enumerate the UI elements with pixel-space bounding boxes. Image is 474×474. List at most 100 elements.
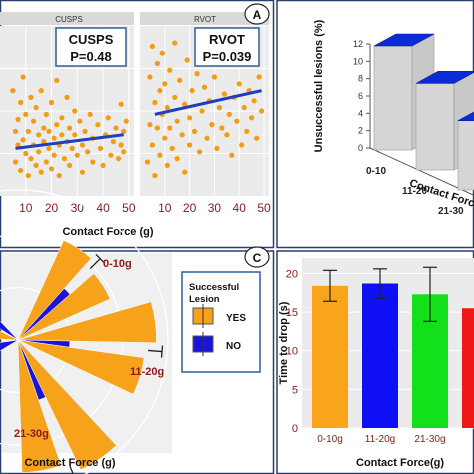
- scatter-point: [152, 99, 158, 106]
- scatter-point: [10, 88, 16, 94]
- scatter-point: [169, 145, 175, 151]
- scatter-point: [236, 81, 242, 87]
- y-tick-label: 0: [292, 423, 298, 435]
- panel-badge-c: [244, 246, 270, 268]
- rose-category-label: 0-10g: [103, 258, 132, 270]
- scatter-point: [36, 132, 42, 138]
- scatter-point: [64, 94, 70, 100]
- rose-wedge-yes: [17, 339, 117, 471]
- scatter-point: [121, 128, 127, 134]
- scatter-point: [174, 156, 180, 162]
- y-tick-label: 20: [286, 268, 298, 280]
- y-tick-label: 5: [292, 384, 298, 396]
- stat-p-rvot: P=0.039: [203, 49, 252, 64]
- rose-error-bar: [89, 258, 101, 269]
- scatter-point: [214, 145, 220, 151]
- scatter-point: [172, 40, 178, 46]
- y-tick-label: 15: [286, 307, 298, 319]
- rose-wedge-yes: [17, 273, 111, 341]
- scatter-point: [164, 105, 170, 111]
- y-tick-label: 2: [358, 126, 363, 136]
- scatter-point: [23, 150, 29, 157]
- scatter-point: [66, 125, 73, 131]
- x-tick-label: 20: [45, 201, 59, 215]
- bars-d: [312, 283, 474, 428]
- scatter-point: [30, 118, 37, 124]
- scatter-point: [113, 125, 119, 131]
- rose-wedge-yes: [17, 240, 92, 341]
- rose-wedge-no: [0, 339, 19, 352]
- scatter-point: [43, 111, 49, 117]
- y-tick-label: 10: [286, 346, 298, 358]
- scatter-point: [87, 111, 93, 117]
- scatter-point: [100, 162, 106, 168]
- panel-badge-a: [244, 3, 270, 25]
- scatter-point: [256, 74, 262, 80]
- scatter-point: [18, 99, 24, 106]
- x-axis-title-c: Contact Force (g): [24, 457, 115, 469]
- scatter-point: [15, 142, 21, 148]
- panel-b: Unsuccessful lesions (%) 0 2 4 6 8 10 12 0-10 1…: [313, 19, 474, 217]
- scatter-point: [249, 115, 255, 121]
- bar: [362, 283, 398, 428]
- rose-category-labels: 0-10g 11-20g 21-30g: [14, 258, 164, 440]
- scatter-point: [121, 149, 127, 155]
- legend-items-c: YES NO: [192, 304, 246, 356]
- scatter-point: [174, 118, 180, 124]
- scatter-point: [33, 162, 39, 168]
- scatter-point: [157, 88, 163, 94]
- rose-error-bars: [69, 253, 164, 474]
- scatter-point: [216, 105, 222, 111]
- scatter-point: [20, 74, 26, 80]
- stat-box-cusps: [55, 27, 127, 67]
- scatter-point: [46, 128, 52, 134]
- scatter-point: [179, 132, 185, 138]
- stat-box-rvot: [194, 27, 260, 67]
- panel-a: CUSPS RVOT CUSPS P=0.48 RVOT P=0.039 A 1…: [0, 3, 271, 238]
- scatter-point: [239, 142, 245, 148]
- scatter-point: [194, 71, 200, 77]
- x-tick-label: 20: [183, 201, 197, 215]
- scatter-point: [191, 128, 198, 134]
- x-tick-label: 10: [19, 201, 33, 215]
- scatter-point: [154, 125, 160, 131]
- stat-title-cusps: CUSPS: [69, 32, 114, 47]
- scatter-point: [182, 101, 188, 107]
- scatter-point: [211, 74, 218, 80]
- y-tick-label: 12: [353, 39, 363, 49]
- scatter-point: [241, 105, 247, 111]
- scatter-point: [226, 111, 232, 117]
- rose-wedge-yes: [17, 339, 145, 395]
- scatter-point: [36, 149, 42, 155]
- rose-error-bar: [69, 465, 74, 474]
- yticks-d: 0 5 10 15 20: [286, 268, 298, 435]
- scatter-point: [147, 74, 153, 80]
- x-tick-label: 30: [208, 201, 222, 215]
- scatter-point: [189, 88, 195, 94]
- scatter-point: [167, 67, 173, 73]
- y-tick-label: 4: [358, 108, 363, 118]
- x-tick-label: 21-30g: [414, 434, 445, 445]
- scatter-point: [258, 108, 265, 114]
- scatter-point: [118, 142, 124, 148]
- scatter-point: [199, 108, 205, 114]
- fit-line-rvot: [154, 89, 262, 116]
- scatter-point: [56, 173, 62, 179]
- rose-category-label: 11-20g: [130, 366, 164, 378]
- scatter-point: [234, 118, 240, 124]
- y-axis-title-d: Time to drop (s): [278, 301, 290, 384]
- scatter-point: [25, 128, 31, 134]
- bar-top: [415, 71, 474, 84]
- scatter-point: [251, 98, 257, 104]
- legend-title-line2: Lesion: [189, 294, 220, 305]
- scatter-point: [147, 122, 153, 128]
- scatter-point: [12, 128, 19, 134]
- scatter-point: [244, 128, 250, 134]
- x-tick-label: 50: [122, 201, 136, 215]
- scatter-point: [196, 149, 203, 155]
- scatter-point: [110, 139, 116, 145]
- scatter-point: [72, 132, 78, 138]
- x-axis-title-d: Contact Force(g): [356, 457, 444, 469]
- x-tick-label: 10: [158, 201, 172, 215]
